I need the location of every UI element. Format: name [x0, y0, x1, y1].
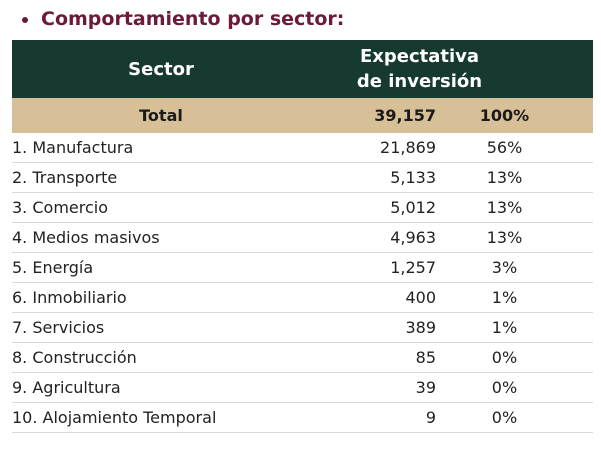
row-percent: 0% [491, 348, 518, 367]
row-sector: 1. Manufactura [12, 138, 134, 157]
table-row: 1. Manufactura 21,869 56% [12, 133, 593, 163]
row-sector: 8. Construcción [12, 348, 137, 367]
row-value: 21,869 [380, 138, 436, 157]
total-value: 39,157 [374, 106, 436, 125]
header-expectativa: Expectativa de inversión [310, 44, 525, 94]
section-heading: Comportamiento por sector: [22, 5, 344, 33]
row-sector: 2. Transporte [12, 168, 118, 187]
row-value: 1,257 [390, 258, 436, 277]
row-percent: 3% [491, 258, 518, 277]
table-row: 7. Servicios 389 1% [12, 313, 593, 343]
row-percent: 56% [486, 138, 523, 157]
row-sector: 3. Comercio [12, 198, 108, 217]
table-row: 6. Inmobiliario 400 1% [12, 283, 593, 313]
table-header: Sector Expectativa de inversión [12, 40, 593, 98]
table-row: 2. Transporte 5,133 13% [12, 163, 593, 193]
row-percent: 0% [491, 378, 518, 397]
row-value: 400 [405, 288, 436, 307]
table-row: 9. Agricultura 39 0% [12, 373, 593, 403]
row-sector: 10. Alojamiento Temporal [12, 408, 217, 427]
row-sector: 9. Agricultura [12, 378, 121, 397]
row-sector: 6. Inmobiliario [12, 288, 127, 307]
total-row: Total 39,157 100% [12, 98, 593, 133]
row-value: 4,963 [390, 228, 436, 247]
header-expectativa-line2: de inversión [356, 71, 483, 92]
row-value: 39 [415, 378, 436, 397]
header-sector: Sector [128, 58, 194, 80]
row-value: 5,133 [390, 168, 436, 187]
table-row: 8. Construcción 85 0% [12, 343, 593, 373]
row-value: 389 [405, 318, 436, 337]
sector-table: Sector Expectativa de inversión Total 39… [12, 40, 593, 433]
row-value: 5,012 [390, 198, 436, 217]
row-value: 9 [425, 408, 436, 427]
section-heading-text: Comportamiento por sector: [41, 8, 345, 30]
row-sector: 5. Energía [12, 258, 94, 277]
row-percent: 13% [486, 198, 523, 217]
row-value: 85 [415, 348, 436, 367]
row-sector: 4. Medios masivos [12, 228, 160, 247]
table-row: 5. Energía 1,257 3% [12, 253, 593, 283]
table-row: 10. Alojamiento Temporal 9 0% [12, 403, 593, 433]
row-percent: 0% [491, 408, 518, 427]
total-percent: 100% [479, 106, 530, 125]
bullet-icon [22, 17, 28, 23]
total-label: Total [139, 106, 183, 125]
row-percent: 13% [486, 168, 523, 187]
table-row: 3. Comercio 5,012 13% [12, 193, 593, 223]
header-expectativa-line1: Expectativa [359, 46, 480, 67]
row-sector: 7. Servicios [12, 318, 105, 337]
row-percent: 13% [486, 228, 523, 247]
table-row: 4. Medios masivos 4,963 13% [12, 223, 593, 253]
row-percent: 1% [491, 288, 518, 307]
row-percent: 1% [491, 318, 518, 337]
